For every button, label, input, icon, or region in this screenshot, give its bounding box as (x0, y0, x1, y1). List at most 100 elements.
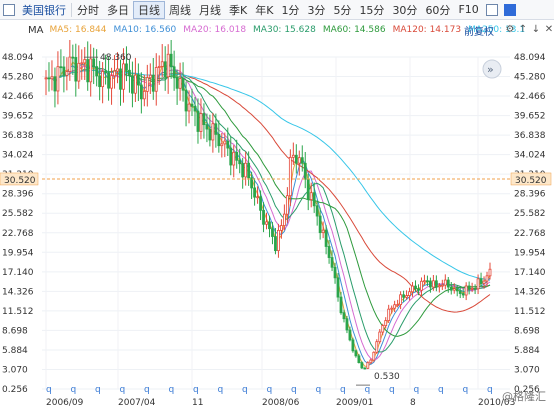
price-chart[interactable]: 48.094 48.094 45.280 45.280 42.466 42.466 39.6… (0, 36, 554, 409)
yearly-button[interactable]: 年K (255, 3, 274, 17)
candle-body (190, 103, 194, 107)
candle-body (128, 69, 131, 77)
candle-body (348, 329, 352, 341)
f10-button[interactable]: F10 (458, 3, 479, 16)
candle-body (244, 162, 248, 178)
candle-body (104, 71, 107, 74)
y-tick-label-right: 36.838 (514, 131, 546, 141)
ma-value: MA30: 15.628 (253, 25, 316, 35)
x-tick-label: 2010/03 (478, 398, 515, 408)
candle-body (306, 178, 310, 201)
low-annotation: 0.530 (374, 372, 400, 382)
stock-list-icon[interactable] (0, 0, 18, 20)
candle-body (297, 157, 301, 164)
y-tick-label-right: 25.582 (514, 209, 546, 219)
monthly-button[interactable]: 月线 (199, 3, 221, 17)
candle-body (95, 66, 99, 77)
candle-body (414, 285, 417, 290)
candle-body (184, 89, 188, 112)
current-price-label-left: 30.520 (4, 176, 36, 186)
candle-body (318, 215, 322, 234)
period-buttons: 分时 多日 日线 周线 月线 季K 年K 1分 3分 5分 15分 30分 60分 (73, 0, 454, 20)
candle-body (300, 157, 304, 164)
candle-body (116, 68, 119, 72)
arrow-down-icon[interactable]: ↓ (531, 23, 541, 35)
candle-body (291, 154, 295, 158)
close-icon[interactable]: ✕ (544, 23, 554, 35)
toolbar-divider (71, 2, 72, 17)
settings-icon[interactable]: ⚙ (505, 23, 515, 35)
candle-body (345, 318, 349, 331)
event-marker-icon: q (487, 385, 493, 395)
3min-button[interactable]: 3分 (307, 3, 326, 17)
ma-line-ma60 (45, 69, 491, 337)
candle-body (169, 53, 173, 68)
ma-value: MA120: 14.173 (392, 25, 462, 35)
candle-body (262, 209, 265, 225)
candle-body (265, 221, 268, 225)
candle-body (166, 53, 170, 78)
candle-body (131, 75, 134, 94)
candle-body (449, 286, 453, 291)
candle-body (408, 291, 411, 296)
y-tick-label-left: 42.466 (2, 92, 34, 102)
weekly-button[interactable]: 周线 (169, 3, 191, 17)
5min-button[interactable]: 5分 (333, 3, 352, 17)
daily-button[interactable]: 日线 (133, 0, 165, 19)
ma-values: MA5: 16.844 MA10: 16.560 MA20: 16.018 MA30:… (49, 25, 532, 35)
candle-body (324, 229, 328, 247)
candle-body (431, 280, 435, 288)
indicator-bar: MA MA5: 16.844 MA10: 16.560 MA20: 16.018 MA… (0, 21, 554, 39)
candle-body (333, 266, 337, 279)
y-tick-label-left: 0.256 (2, 385, 28, 395)
arrow-up-icon[interactable]: ↑ (518, 23, 528, 35)
60min-button[interactable]: 60分 (425, 3, 451, 17)
y-tick-label-right: 28.396 (514, 190, 546, 200)
candle-body (107, 72, 110, 89)
ma-value: MA20: 16.018 (183, 25, 247, 35)
chart-canvas[interactable]: 48.094 48.094 45.280 45.280 42.466 42.466 39.6… (0, 36, 554, 409)
candle-body (351, 339, 355, 352)
candle-body (354, 350, 358, 357)
window-mode-icon[interactable] (483, 0, 501, 20)
y-tick-label-left: 5.884 (2, 346, 28, 356)
candle-body (145, 77, 149, 92)
event-marker-icon: q (120, 385, 126, 395)
y-tick-label-left: 45.280 (2, 73, 34, 83)
candle-body (330, 257, 334, 268)
candle-body (59, 66, 63, 69)
stock-name[interactable]: 美国银行 (22, 3, 66, 17)
candle-body (187, 103, 191, 112)
candle-body (139, 84, 143, 100)
multiday-button[interactable]: 多日 (107, 3, 129, 17)
1min-button[interactable]: 1分 (281, 3, 300, 17)
event-marker-icon: q (267, 385, 273, 395)
fullscreen-icon[interactable] (501, 0, 519, 20)
candle-body (77, 62, 81, 82)
y-tick-label-right: 11.512 (514, 307, 546, 317)
candle-body (455, 288, 459, 292)
indicator-controls: ⚙ ↑ ↓ ✕ (504, 22, 554, 36)
intraday-button[interactable]: 分时 (77, 3, 99, 17)
quarterly-button[interactable]: 季K (229, 3, 248, 17)
adjust-type-button[interactable]: 前复权 (464, 27, 494, 38)
15min-button[interactable]: 15分 (359, 3, 385, 17)
y-tick-label-right: 39.652 (514, 112, 546, 122)
candle-body (178, 78, 182, 89)
current-price-tag-right (510, 172, 552, 186)
candle-body (470, 287, 474, 290)
ma-value: MA10: 16.560 (113, 25, 177, 35)
candle-body (68, 56, 72, 72)
candle-body (220, 143, 224, 147)
event-marker-icon: q (144, 385, 150, 395)
y-tick-label-left: 22.768 (2, 229, 34, 239)
candle-body (366, 362, 370, 369)
candle-body (154, 67, 158, 92)
30min-button[interactable]: 30分 (392, 3, 418, 17)
candle-body (226, 140, 230, 149)
candle-body (232, 151, 236, 166)
candle-body (464, 285, 468, 296)
candle-body (56, 66, 60, 92)
candle-body (44, 77, 48, 80)
ma-value: MA250: 13.1 (468, 25, 526, 35)
